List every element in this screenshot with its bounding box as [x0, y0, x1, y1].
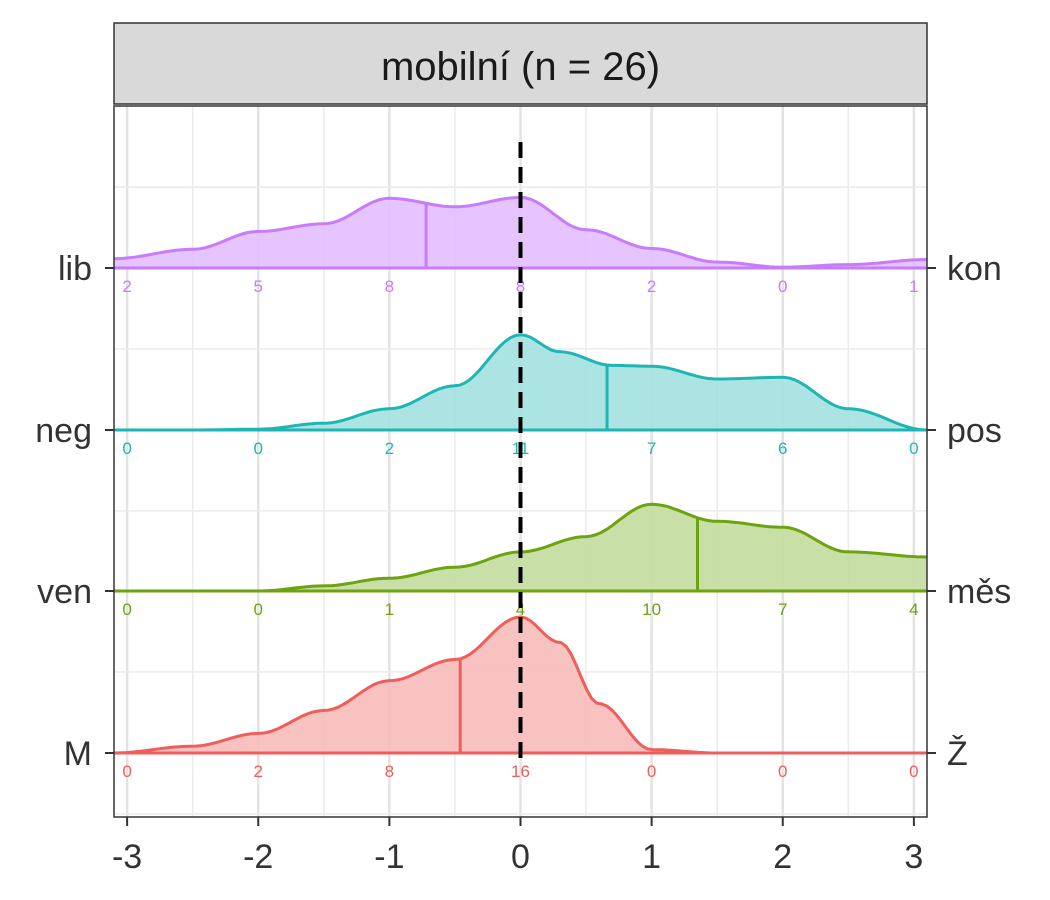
- count-label: 10: [642, 600, 661, 619]
- y-axis-right: kon pos měs Ž: [927, 250, 1011, 773]
- count-label: 2: [647, 277, 656, 296]
- panel-title: mobilní (n = 26): [381, 45, 660, 89]
- count-label: 8: [385, 277, 394, 296]
- count-label: 16: [511, 762, 530, 781]
- count-label: 0: [122, 762, 131, 781]
- x-tick-label: 2: [773, 838, 792, 876]
- count-label: 5: [254, 277, 263, 296]
- count-label: 4: [516, 600, 525, 619]
- x-tick-label: -3: [112, 838, 142, 876]
- y-axis-left: lib neg ven M: [35, 250, 114, 773]
- count-label: 0: [254, 439, 263, 458]
- count-label: 2: [254, 762, 263, 781]
- y-label-right: pos: [947, 412, 1002, 450]
- y-label-left: lib: [58, 250, 92, 288]
- count-label: 6: [778, 439, 787, 458]
- panel-strip-box: [113, 22, 928, 105]
- y-label-right: měs: [947, 573, 1011, 611]
- count-label: 0: [122, 600, 131, 619]
- count-label: 1: [909, 277, 918, 296]
- count-label: 1: [385, 600, 394, 619]
- y-label-left: M: [64, 735, 92, 773]
- density-area: [114, 617, 927, 753]
- count-label: 0: [254, 600, 263, 619]
- count-label: 8: [385, 762, 394, 781]
- count-label: 7: [778, 600, 787, 619]
- count-label: 0: [647, 762, 656, 781]
- count-label: 0: [778, 762, 787, 781]
- count-label: 0: [909, 439, 918, 458]
- plot-panel: 2588201002117600014107402816000: [113, 105, 928, 818]
- y-label-right: Ž: [947, 735, 968, 773]
- count-label: 7: [647, 439, 656, 458]
- x-axis: -3 -2 -1 0 1 2 3: [112, 817, 923, 876]
- panel-strip: mobilní (n = 26): [113, 22, 928, 105]
- density-area: [114, 504, 927, 591]
- count-label: 0: [122, 439, 131, 458]
- y-label-right: kon: [947, 250, 1002, 288]
- x-tick-label: 0: [511, 838, 530, 876]
- x-tick-label: 3: [904, 838, 923, 876]
- y-label-left: neg: [35, 412, 92, 450]
- count-label: 2: [122, 277, 131, 296]
- count-label: 4: [909, 600, 918, 619]
- x-tick-label: -1: [374, 838, 404, 876]
- count-label: 0: [778, 277, 787, 296]
- count-label: 2: [385, 439, 394, 458]
- y-label-left: ven: [37, 573, 92, 611]
- count-label: 0: [909, 762, 918, 781]
- count-label: 8: [516, 277, 525, 296]
- x-tick-label: 1: [642, 838, 661, 876]
- x-tick-label: -2: [243, 838, 273, 876]
